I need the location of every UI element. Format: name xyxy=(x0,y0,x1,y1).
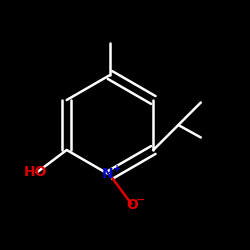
Text: −: − xyxy=(136,195,145,205)
Text: HO: HO xyxy=(24,166,47,179)
Text: +: + xyxy=(113,164,121,174)
Text: N: N xyxy=(102,167,113,181)
Text: O: O xyxy=(126,198,138,212)
